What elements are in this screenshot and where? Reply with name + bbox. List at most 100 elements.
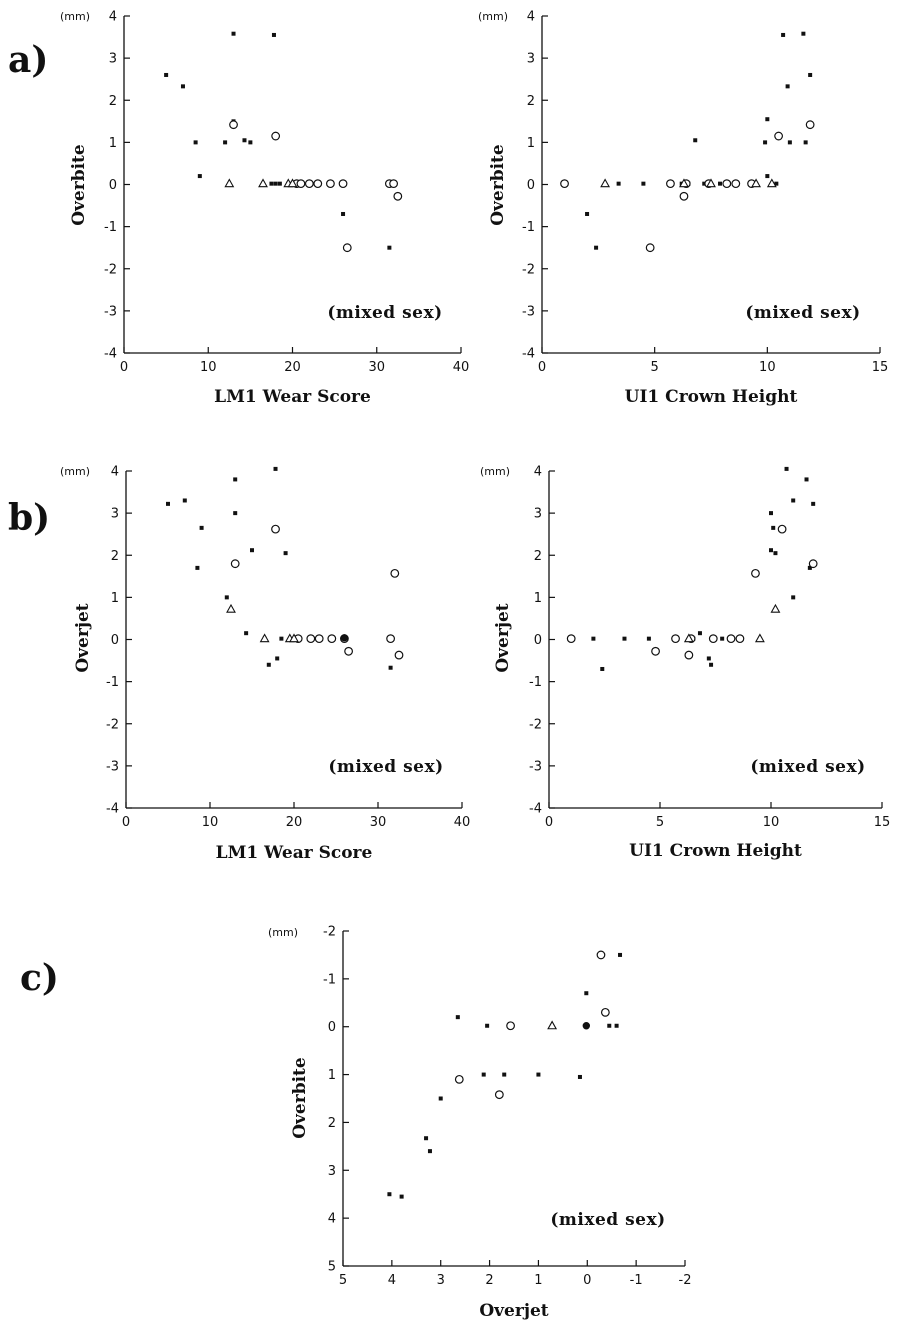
x-tick-label: 3: [437, 1273, 445, 1288]
point-square: [791, 595, 796, 600]
point-square: [266, 662, 271, 667]
y-tick-label: 4: [109, 10, 117, 25]
y-axis-title: Overjet: [73, 603, 93, 672]
point-circle: [313, 179, 323, 189]
point-square: [641, 181, 646, 186]
x-tick-label: 10: [200, 360, 217, 375]
unit-label: (mm): [480, 465, 510, 478]
y-tick-label: 1: [328, 1068, 336, 1083]
point-square: [614, 1023, 619, 1028]
point-triangle: [683, 633, 694, 643]
point-square: [773, 551, 778, 556]
y-axis-title: Overbite: [290, 1057, 310, 1139]
y-tick-label: 0: [527, 178, 535, 193]
point-square: [787, 140, 792, 145]
point-circle: [645, 243, 655, 253]
unit-label: (mm): [268, 926, 298, 939]
y-tick-label: -1: [106, 675, 119, 690]
y-tick-label: 0: [328, 1020, 336, 1035]
point-square: [233, 511, 238, 516]
y-axis-title: Overbite: [69, 144, 89, 226]
y-tick-label: -4: [104, 347, 117, 362]
x-tick-label: 20: [286, 815, 303, 830]
point-square: [616, 181, 621, 186]
point-square: [388, 665, 393, 670]
point-square: [269, 181, 274, 186]
point-square: [233, 477, 238, 482]
point-circle: [684, 650, 694, 660]
y-tick-label: 2: [527, 94, 535, 109]
point-triangle: [770, 603, 781, 613]
y-axis-title: Overbite: [488, 144, 508, 226]
x-axis-title: LM1 Wear Score: [216, 843, 373, 863]
y-tick-label: 3: [111, 507, 119, 522]
point-circle: [271, 524, 280, 534]
point-circle: [805, 120, 815, 130]
point-square: [577, 1074, 582, 1079]
x-axis-title: LM1 Wear Score: [214, 387, 371, 407]
point-triangle: [259, 633, 270, 643]
point-circle: [304, 179, 314, 189]
point-square: [774, 181, 779, 186]
point-square: [193, 140, 198, 145]
y-tick-label: 1: [111, 591, 119, 606]
point-square: [273, 466, 278, 471]
point-circle: [731, 179, 741, 189]
point-circle: [560, 179, 569, 189]
x-tick-label: 0: [583, 1273, 591, 1288]
point-square: [387, 1192, 392, 1197]
point-square: [166, 501, 170, 506]
point-square: [277, 181, 282, 186]
point-square: [720, 636, 725, 641]
annotation: (mixed sex): [328, 757, 443, 777]
y-tick-label: 4: [527, 10, 535, 25]
annotation: (mixed sex): [327, 303, 442, 323]
y-tick-label: 3: [328, 1164, 336, 1179]
y-tick-label: 2: [534, 549, 542, 564]
point-circle: [386, 634, 396, 644]
y-tick-label: -2: [106, 717, 119, 732]
point-circle: [296, 179, 306, 189]
x-tick-label: 10: [759, 360, 776, 375]
point-square: [693, 138, 698, 143]
point-circle: [390, 568, 400, 578]
point-circle: [722, 179, 732, 189]
point-square: [769, 511, 773, 516]
point-filled-circle: [582, 1022, 591, 1030]
x-tick-label: 30: [370, 815, 387, 830]
x-tick-label: 15: [872, 360, 889, 375]
y-tick-label: -3: [106, 759, 119, 774]
point-square: [607, 1023, 612, 1028]
point-circle: [230, 559, 240, 569]
y-tick-label: 0: [109, 178, 117, 193]
y-tick-label: 3: [109, 52, 117, 67]
point-circle: [342, 243, 352, 253]
point-square: [765, 117, 770, 122]
y-tick-label: 4: [328, 1212, 336, 1227]
y-tick-label: -1: [323, 972, 336, 987]
point-triangle: [600, 178, 611, 188]
x-tick-label: 40: [453, 360, 470, 375]
point-square: [584, 991, 589, 996]
point-square: [502, 1072, 507, 1077]
x-tick-label: 0: [545, 815, 553, 830]
point-circle: [494, 1090, 504, 1100]
point-square: [273, 181, 278, 186]
point-circle: [808, 559, 818, 569]
y-tick-label: -1: [104, 220, 117, 235]
x-tick-label: 15: [874, 815, 891, 830]
point-square: [242, 138, 247, 143]
point-circle: [735, 634, 745, 644]
point-circle: [327, 634, 337, 644]
point-circle: [666, 179, 675, 189]
y-tick-label: -2: [104, 262, 117, 277]
point-square: [697, 631, 702, 636]
x-tick-label: 5: [656, 815, 664, 830]
point-square: [279, 636, 284, 641]
x-tick-label: 0: [122, 815, 130, 830]
point-circle: [389, 179, 399, 189]
point-square: [702, 181, 707, 186]
point-square: [231, 31, 236, 36]
